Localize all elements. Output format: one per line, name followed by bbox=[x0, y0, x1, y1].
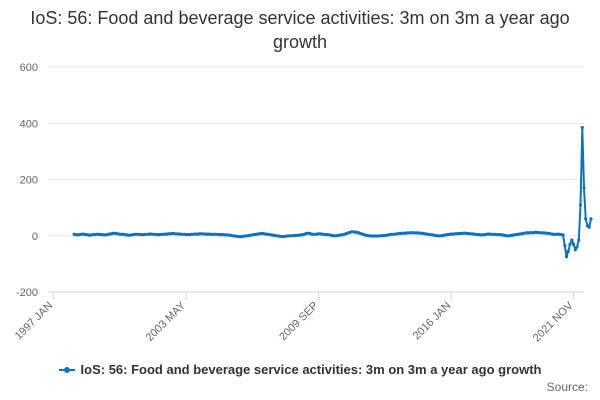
y-tick-label: 200 bbox=[20, 175, 38, 187]
data-point bbox=[561, 233, 565, 237]
data-point bbox=[571, 242, 576, 246]
data-point bbox=[589, 217, 593, 221]
y-tick-label: 0 bbox=[32, 231, 38, 243]
y-tick-label: -200 bbox=[16, 287, 38, 299]
chart-title: IoS: 56: Food and beverage service activ… bbox=[30, 8, 570, 52]
x-tick-label: 2021 NOV bbox=[531, 299, 576, 344]
x-tick-label: 2016 JAN bbox=[411, 300, 454, 343]
data-point bbox=[573, 248, 577, 252]
legend-marker-icon bbox=[58, 365, 75, 375]
axes: -200 0 200 400 600 1997 JAN 2003 MAY 2009 SEP 20… bbox=[13, 62, 584, 344]
data-point bbox=[587, 225, 591, 229]
data-points bbox=[72, 125, 593, 259]
series-line bbox=[73, 126, 592, 258]
data-point bbox=[580, 125, 584, 130]
y-tick-label: 600 bbox=[20, 62, 38, 74]
data-point bbox=[577, 238, 581, 242]
legend-label: IoS: 56: Food and beverage service activ… bbox=[80, 362, 542, 377]
x-tick-label: 2009 SEP bbox=[277, 300, 321, 344]
data-point bbox=[568, 242, 572, 246]
data-point bbox=[570, 238, 574, 242]
data-point bbox=[584, 217, 588, 221]
x-tick-label: 1997 JAN bbox=[13, 300, 56, 343]
x-tick-label: 2003 MAY bbox=[144, 299, 189, 344]
data-point bbox=[563, 244, 567, 248]
y-tick-label: 400 bbox=[20, 118, 38, 130]
data-point bbox=[575, 245, 579, 249]
source-label: Source: bbox=[546, 380, 588, 394]
data-point bbox=[578, 203, 583, 207]
legend-item[interactable]: IoS: 56: Food and beverage service activ… bbox=[0, 362, 600, 377]
series-layer bbox=[73, 126, 592, 258]
legend-dot bbox=[63, 366, 70, 373]
data-point bbox=[582, 186, 586, 190]
data-point bbox=[564, 255, 569, 259]
gridlines bbox=[48, 66, 584, 293]
data-point bbox=[566, 249, 570, 253]
